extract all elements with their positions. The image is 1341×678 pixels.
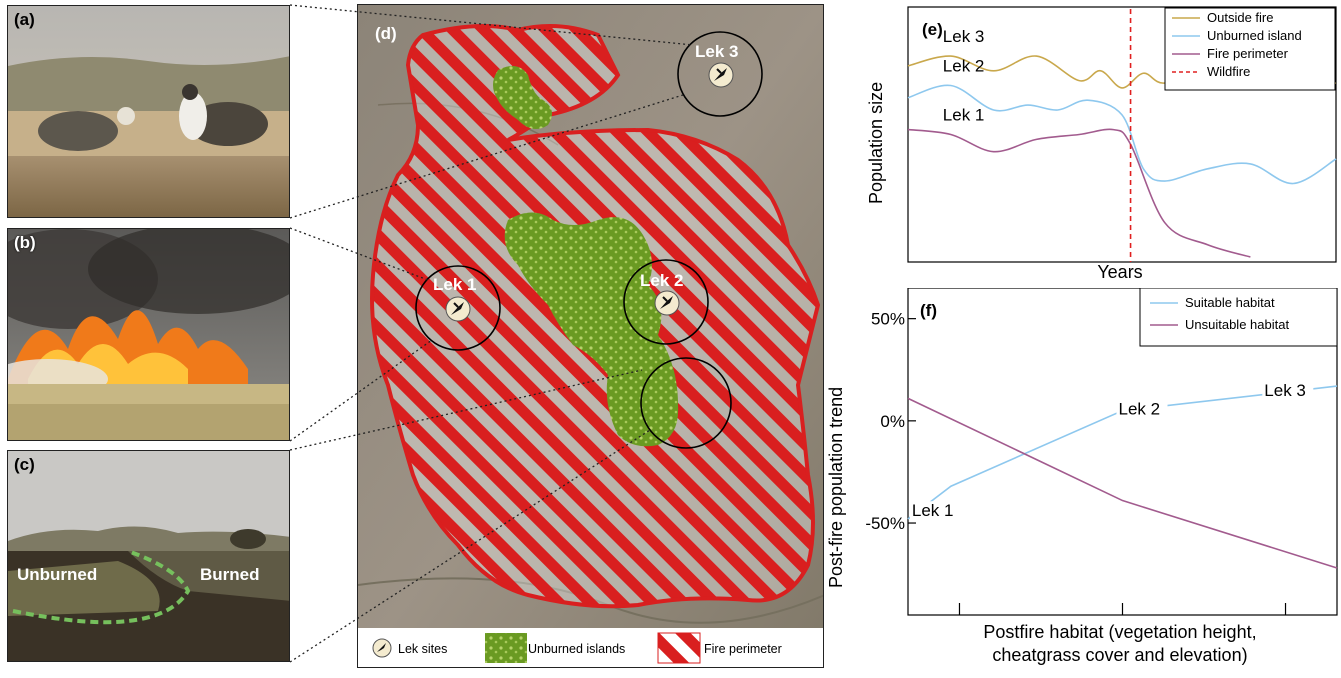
chart-f-point-label-bg-0	[909, 501, 961, 522]
chart-population-trend: Post-fire population trend (f) Postfire …	[820, 287, 1341, 673]
lek-3-map-label: Lek 3	[695, 42, 738, 61]
chart-f-legend-label-1: Unsuitable habitat	[1185, 317, 1289, 332]
chart-e-series-label-1: Lek 2	[943, 57, 985, 76]
chart-e-frame	[907, 6, 1337, 263]
lek-1-bird-icon	[445, 296, 471, 322]
legend-lek-label: Lek sites	[398, 642, 447, 656]
chart-f-point-label-0: Lek 1	[912, 501, 954, 520]
lek-2-map-label: Lek 2	[640, 271, 683, 290]
chart-e-series-2	[907, 128, 1251, 258]
chart-e-ylabel: Population size	[866, 82, 886, 204]
chart-f-series-1	[907, 397, 1338, 569]
photo-wildfire: (b)	[7, 228, 290, 441]
legend-island-label: Unburned islands	[528, 642, 625, 656]
chart-f-ytick-label-0: 50%	[871, 310, 905, 329]
map-legend: Lek sites Unburned islands Fire perimete…	[358, 628, 823, 667]
chart-e-series-label-2: Lek 1	[943, 106, 985, 125]
photo-sage-grouse-lek: (a)	[7, 5, 290, 218]
burned-label: Burned	[200, 565, 260, 584]
chart-f-point-label-bg-2	[1262, 381, 1314, 402]
panel-b-label: (b)	[14, 233, 36, 252]
lek-2-circle	[623, 259, 709, 345]
chart-e-legend: Outside fire Unburned island Fire perimete…	[1164, 7, 1336, 91]
chart-f-ylabel: Post-fire population trend	[826, 387, 846, 588]
lek-3-circle	[677, 31, 763, 117]
chart-f-point-label-bg-1	[1116, 399, 1168, 420]
chart-e-legend-label-2: Fire perimeter	[1207, 46, 1289, 61]
legend-fire-swatch	[657, 632, 701, 664]
chart-population-size: Population size (e) Years Lek 3 Lek 2 Lek …	[860, 4, 1340, 289]
panel-e-label: (e)	[922, 20, 943, 39]
chart-f-xlabel-line2: cheatgrass cover and elevation)	[992, 645, 1247, 665]
chart-e-series-1	[907, 84, 1337, 185]
panel-a-label: (a)	[14, 10, 35, 29]
lek-1-map-label: Lek 1	[433, 275, 476, 294]
chart-e-legend-label-3: Wildfire	[1207, 64, 1250, 79]
lek-3-bird-icon	[708, 62, 734, 88]
panel-f-label: (f)	[920, 301, 937, 320]
chart-e-legend-label-0: Outside fire	[1207, 10, 1273, 25]
chart-f-xlabel-line1: Postfire habitat (vegetation height,	[983, 622, 1256, 642]
chart-f-ytick-label-2: -50%	[865, 514, 905, 533]
lek-2-bird-icon	[654, 290, 680, 316]
chart-e-legend-label-1: Unburned island	[1207, 28, 1302, 43]
legend-island-swatch	[485, 633, 527, 663]
chart-f-point-label-2: Lek 3	[1264, 381, 1306, 400]
legend-lek-icon	[372, 638, 392, 658]
chart-f-point-label-1: Lek 2	[1119, 400, 1161, 419]
panel-c-label: (c)	[14, 455, 35, 474]
chart-e-series-label-0: Lek 3	[943, 27, 985, 46]
photo-burn-boundary: (c) Unburned Burned	[7, 450, 290, 662]
panel-d-label: (d)	[375, 24, 397, 43]
chart-f-ytick-label-1: 0%	[880, 412, 905, 431]
unburned-label: Unburned	[17, 565, 98, 584]
fire-map: Lek 1 Lek 2 Lek 3 (d) Lek sites Unburned…	[357, 4, 824, 668]
chart-f-legend-label-0: Suitable habitat	[1185, 295, 1275, 310]
lek-1-circle	[415, 265, 501, 351]
chart-f-legend: Suitable habitat Unsuitable habitat	[1139, 287, 1338, 347]
legend-fire-label: Fire perimeter	[704, 642, 782, 656]
chart-e-xlabel: Years	[1097, 262, 1142, 282]
